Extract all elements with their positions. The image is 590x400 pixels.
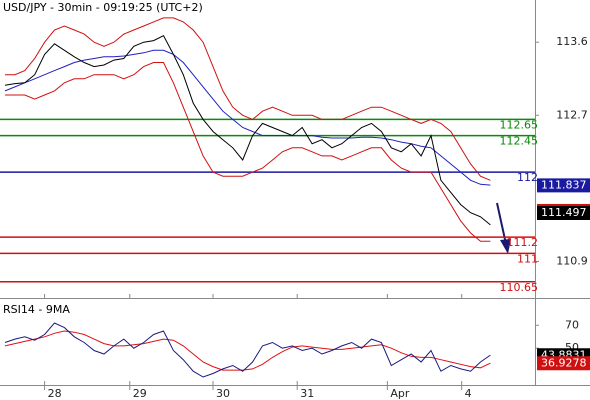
- price-tag: [537, 205, 590, 220]
- x-tick-label: 31: [300, 387, 314, 400]
- price-tag-label: 36.9278: [541, 356, 587, 369]
- price-tag-label: 111.497: [541, 206, 587, 219]
- y-tick-label: 112.7: [556, 108, 588, 121]
- series-line: [5, 17, 491, 181]
- price-tag-label: 111.837: [541, 178, 587, 191]
- y-tick-label: 113.6: [556, 35, 588, 48]
- level-label: 112.65: [500, 118, 539, 131]
- x-tick-label: 29: [133, 387, 147, 400]
- y-tick-label: 70: [565, 318, 579, 331]
- y-tick-label: 110.9: [556, 254, 588, 267]
- level-label: 112: [517, 171, 538, 184]
- x-tick-label: 28: [48, 387, 62, 400]
- series-line: [5, 62, 491, 242]
- series-line: [4, 35, 491, 226]
- x-tick-label: Apr: [390, 387, 410, 400]
- series-line: [4, 330, 491, 371]
- level-label: 111: [517, 252, 538, 265]
- level-label: 112.45: [500, 135, 539, 148]
- x-tick-label: 4: [465, 387, 472, 400]
- level-label: 110.65: [500, 281, 539, 294]
- price-tag: [537, 178, 590, 193]
- level-label: 111.2: [507, 236, 539, 249]
- price-tag: [537, 356, 590, 371]
- chart-title: USD/JPY - 30min - 09:19:25 (UTC+2): [3, 1, 203, 14]
- series-line: [4, 322, 491, 378]
- x-tick-label: 30: [216, 387, 230, 400]
- rsi-title: RSI14 - 9MA: [3, 303, 70, 316]
- series-line: [4, 49, 491, 186]
